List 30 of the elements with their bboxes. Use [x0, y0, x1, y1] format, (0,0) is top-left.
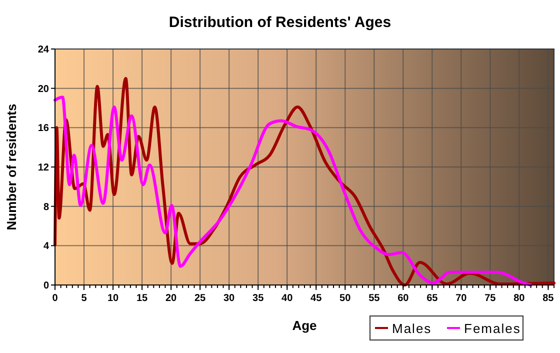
y-tick-label: 16 [38, 123, 50, 134]
y-tick-label: 20 [38, 84, 50, 95]
y-tick-label: 0 [43, 280, 50, 292]
y-axis-title: Number of residents [4, 104, 19, 230]
legend-label: Females [464, 321, 521, 336]
x-tick-label: 15 [136, 293, 148, 304]
x-tick-label: 40 [282, 293, 294, 304]
x-tick-label: 85 [542, 293, 554, 304]
x-tick-label: 75 [484, 293, 496, 304]
x-tick-label: 0 [52, 293, 58, 304]
x-tick-label: 20 [165, 293, 178, 304]
x-tick-label: 5 [81, 293, 88, 304]
x-tick-label: 50 [340, 293, 352, 304]
chart-title: Distribution of Residents' Ages [168, 14, 392, 31]
x-tick-label: 60 [398, 293, 410, 304]
y-tick-label: 24 [38, 44, 50, 56]
y-tick-label: 4 [43, 241, 50, 252]
y-tick-label: 8 [43, 202, 50, 213]
x-tick-label: 30 [224, 293, 236, 304]
x-axis-title: Age [292, 318, 317, 333]
legend-label: Males [392, 321, 432, 336]
x-tick-label: 10 [107, 293, 120, 304]
x-tick-label: 35 [252, 293, 264, 304]
x-tick-label: 80 [514, 293, 526, 304]
x-tick-label: 25 [194, 293, 206, 304]
x-tick-label: 55 [368, 293, 380, 304]
x-tick-label: 45 [310, 293, 322, 304]
x-tick-label: 70 [456, 293, 468, 304]
y-tick-label: 12 [38, 162, 50, 174]
x-tick-label: 65 [426, 293, 438, 304]
